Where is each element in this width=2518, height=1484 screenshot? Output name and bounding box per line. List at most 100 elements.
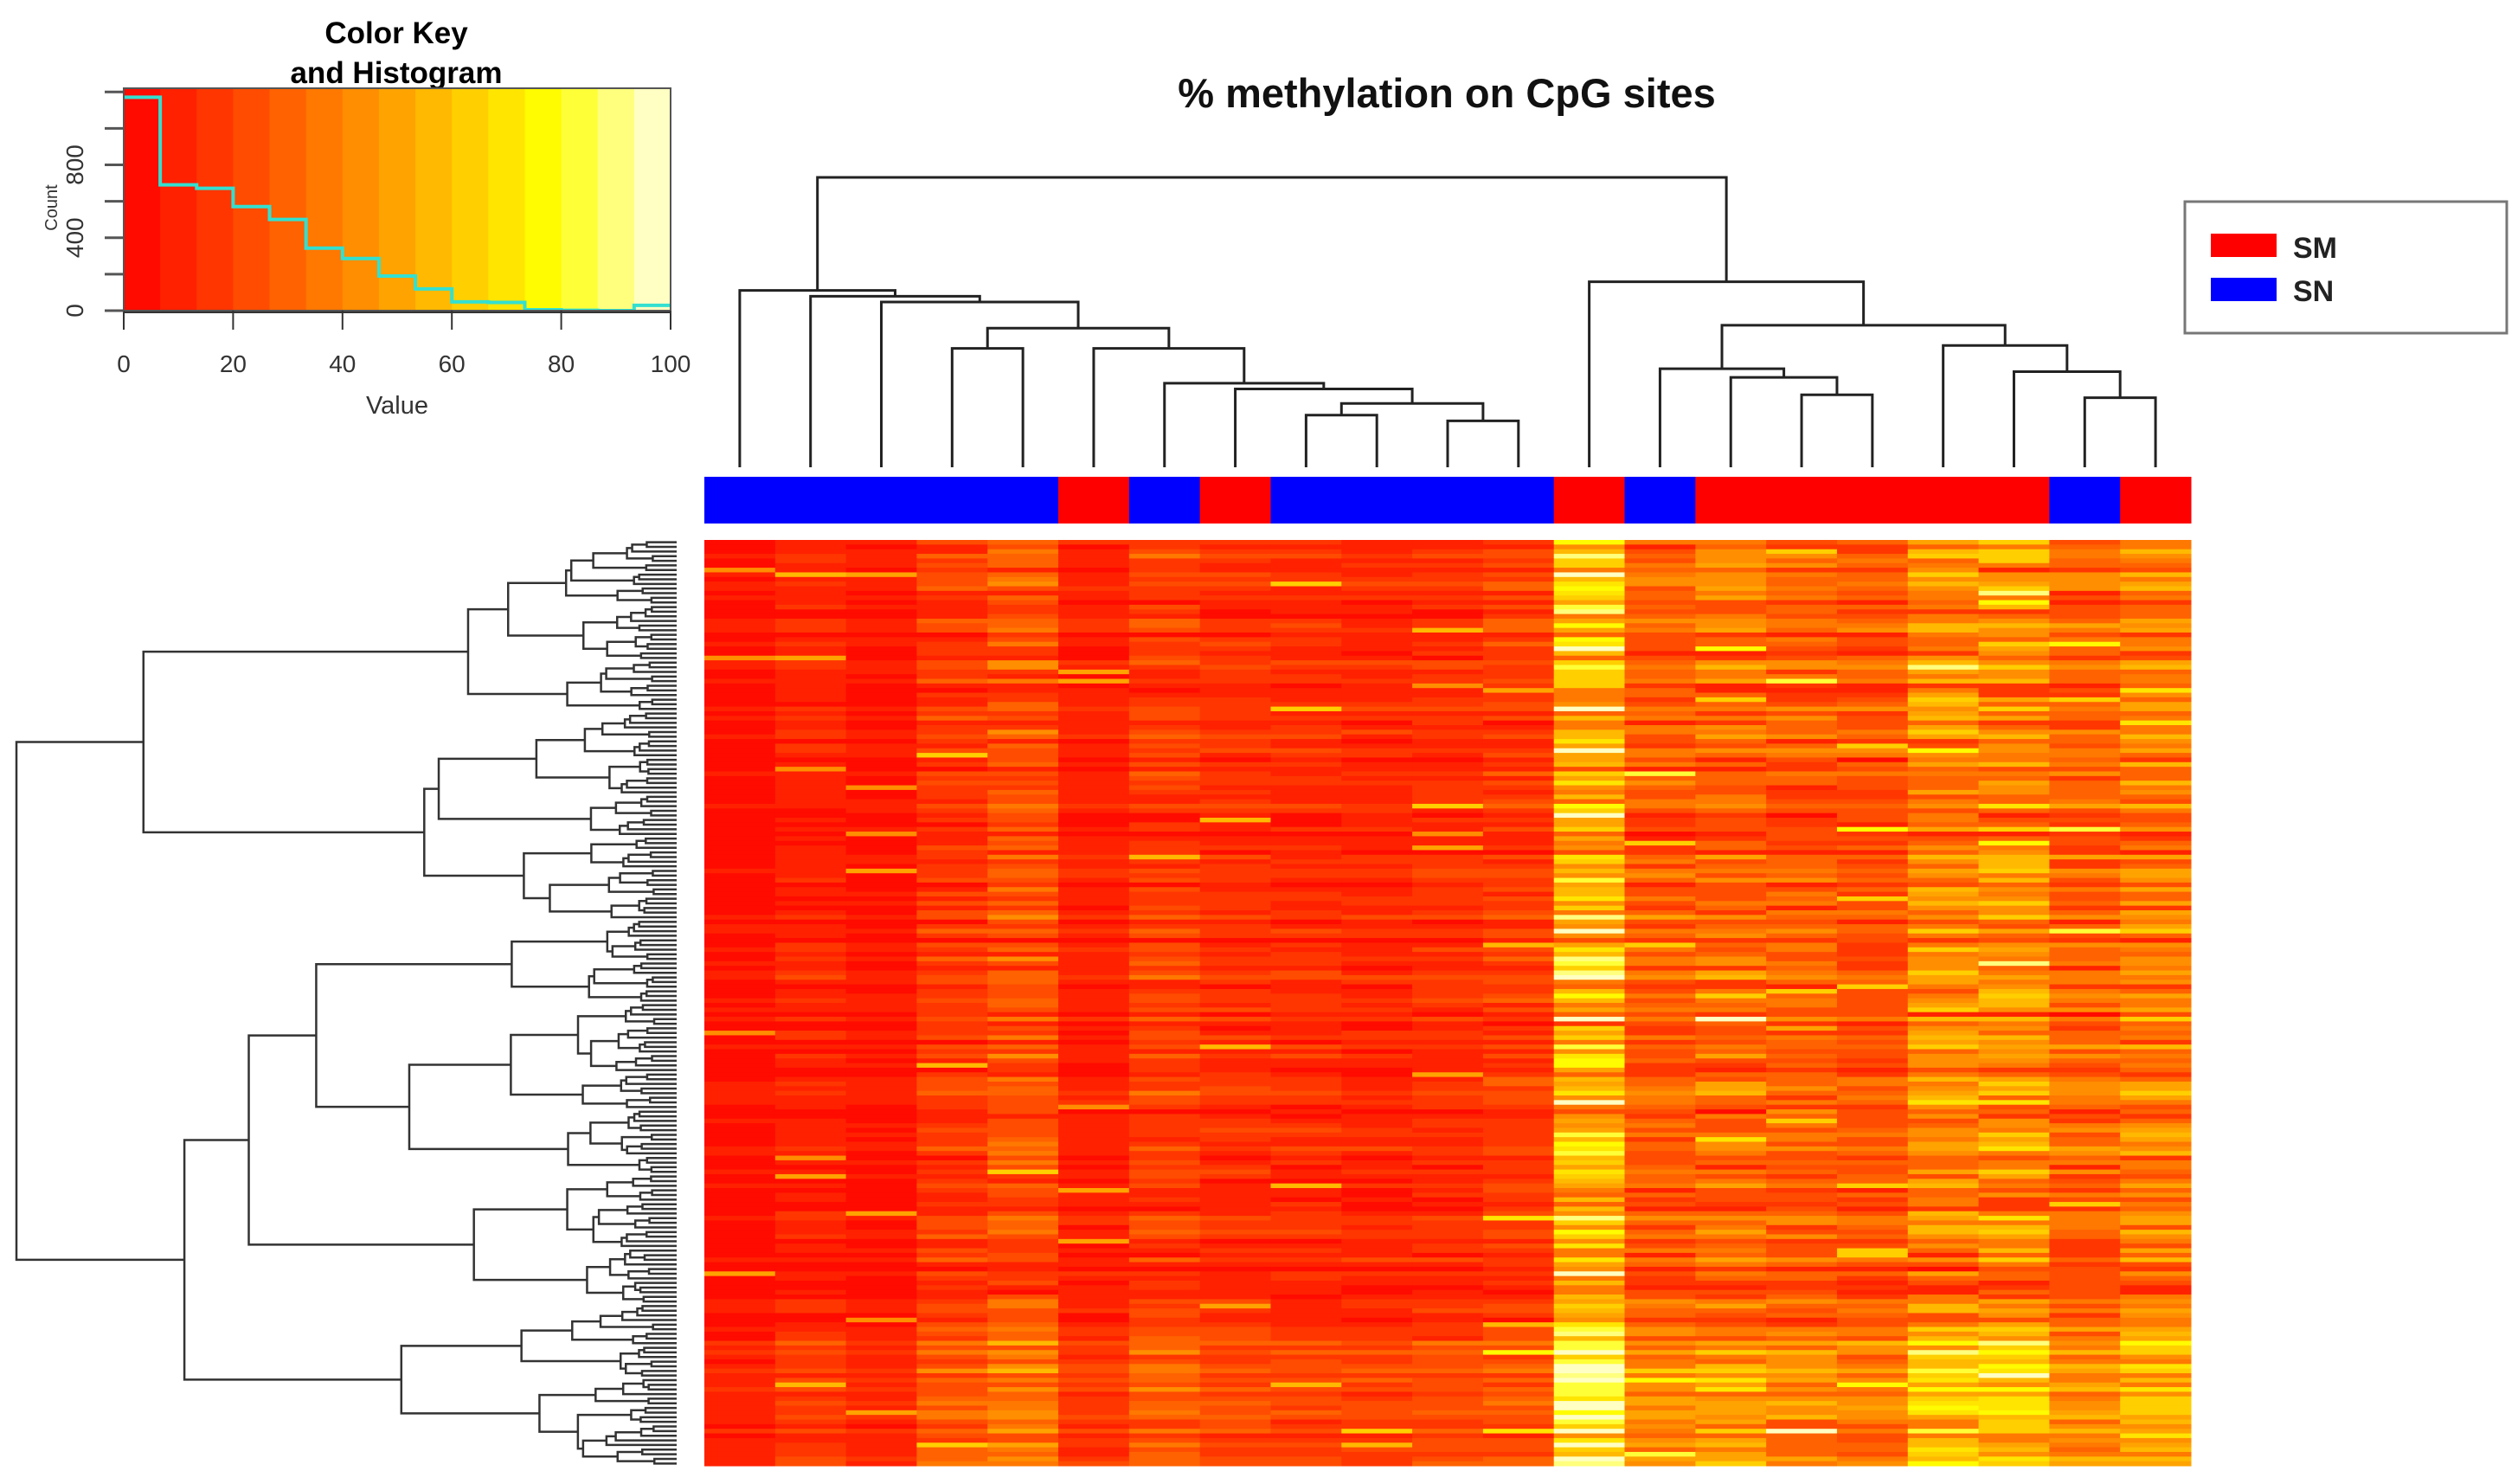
heatmap-cell — [1128, 1104, 1201, 1110]
heatmap-cell — [1412, 554, 1484, 559]
heatmap-cell — [1695, 789, 1767, 795]
heatmap-cell — [774, 980, 847, 986]
heatmap-cell — [774, 1123, 847, 1128]
heatmap-cell — [1058, 1294, 1130, 1300]
heatmap-cell — [1624, 1461, 1696, 1467]
heatmap-cell — [1058, 868, 1130, 874]
heatmap-cell — [1766, 757, 1838, 763]
heatmap-cell — [774, 637, 847, 643]
heatmap-cell — [1766, 771, 1838, 777]
heatmap-cell — [845, 901, 917, 907]
heatmap-cell — [2120, 1350, 2192, 1356]
heatmap-cell — [1199, 1401, 1271, 1406]
heatmap-cell — [1907, 905, 1980, 911]
heatmap-cell — [1199, 1336, 1271, 1342]
heatmap-cell — [2049, 692, 2121, 698]
heatmap-cell — [1766, 609, 1838, 615]
heatmap-cell — [1836, 1021, 1909, 1027]
dendrogram-branch — [620, 1310, 677, 1321]
heatmap-cell — [704, 1281, 776, 1286]
heatmap-cell — [916, 1141, 988, 1147]
heatmap-cell — [916, 1368, 988, 1374]
heatmap-cell — [845, 928, 917, 935]
heatmap-cell — [1270, 822, 1342, 828]
dendrogram-branch — [633, 1113, 677, 1122]
heatmap-cell — [845, 641, 917, 647]
heatmap-cell — [774, 1067, 847, 1073]
heatmap-cell — [845, 720, 917, 726]
heatmap-cell — [1128, 1058, 1201, 1064]
heatmap-cell — [1482, 1368, 1555, 1374]
heatmap-cell — [845, 1350, 917, 1356]
heatmap-cell — [1482, 1063, 1555, 1069]
heatmap-cell — [774, 1025, 847, 1031]
heatmap-cell — [1341, 683, 1413, 689]
heatmap-cell — [1199, 1461, 1271, 1467]
heatmap-cell — [845, 669, 917, 675]
heatmap-cell — [1341, 1364, 1413, 1370]
heatmap-cell — [2049, 1183, 2121, 1189]
dendrogram-branch — [626, 1145, 677, 1155]
heatmap-cell — [1199, 942, 1271, 948]
heatmap-cell — [1128, 674, 1201, 679]
heatmap-cell — [1624, 1391, 1696, 1397]
heatmap-cell — [845, 771, 917, 777]
heatmap-cell — [1482, 1317, 1555, 1323]
heatmap-cell — [774, 554, 847, 559]
heatmap-cell — [916, 1049, 988, 1055]
heatmap-cell — [2049, 1202, 2121, 1207]
heatmap-cell — [1553, 748, 1626, 754]
heatmap-cell — [2049, 1095, 2121, 1101]
heatmap-cell — [1341, 1243, 1413, 1250]
heatmap-cell — [1695, 998, 1767, 1004]
heatmap-cell — [1412, 572, 1484, 578]
heatmap-cell — [1695, 1021, 1767, 1027]
heatmap-cell — [1058, 660, 1130, 665]
heatmap-cell — [1482, 1104, 1555, 1110]
heatmap-cell — [845, 692, 917, 698]
heatmap-cell — [987, 627, 1059, 633]
heatmap-cell — [1766, 836, 1838, 842]
heatmap-cell — [704, 725, 776, 730]
heatmap-cell — [1907, 1090, 1980, 1096]
heatmap-cell — [1199, 665, 1271, 671]
heatmap-cell — [1058, 1252, 1130, 1258]
heatmap-cell — [845, 1359, 917, 1365]
heatmap-cell — [704, 813, 776, 819]
heatmap-cell — [1412, 725, 1484, 730]
heatmap-cell — [1058, 618, 1130, 624]
heatmap-cell — [1270, 1090, 1342, 1096]
heatmap-cell — [1199, 1095, 1271, 1101]
heatmap-cell — [1341, 882, 1413, 888]
heatmap-cell — [1128, 1299, 1201, 1305]
heatmap-cell — [704, 558, 776, 564]
heatmap-cell — [1553, 966, 1626, 972]
heatmap-cell — [845, 1331, 917, 1337]
heatmap-cell — [916, 688, 988, 694]
heatmap-cell — [1128, 1364, 1201, 1370]
heatmap-cell — [1978, 1192, 2050, 1198]
heatmap-cell — [1836, 1275, 1909, 1282]
heatmap-cell — [1907, 1165, 1980, 1171]
heatmap-cell — [1199, 725, 1271, 730]
heatmap-cell — [774, 678, 847, 684]
heatmap-cell — [1270, 554, 1342, 559]
heatmap-cell — [2049, 974, 2121, 980]
heatmap-cell — [1695, 767, 1767, 772]
heatmap-cell — [1553, 1202, 1626, 1207]
heatmap-cell — [1978, 558, 2050, 564]
heatmap-cell — [2049, 1378, 2121, 1384]
heatmap-cell — [1270, 1044, 1342, 1050]
heatmap-cell — [1341, 646, 1413, 652]
heatmap-cell — [2049, 562, 2121, 569]
heatmap-cell — [1341, 1401, 1413, 1406]
heatmap-cell — [1412, 1035, 1484, 1041]
heatmap-cell — [2049, 660, 2121, 665]
heatmap-cell — [1907, 1331, 1980, 1337]
heatmap-cell — [1553, 1340, 1626, 1346]
heatmap-cell — [845, 1415, 917, 1420]
heatmap-cell — [1412, 877, 1484, 883]
heatmap-cell — [1836, 725, 1909, 730]
column-group-sm — [1695, 477, 1767, 524]
heatmap-cell — [1341, 734, 1413, 740]
